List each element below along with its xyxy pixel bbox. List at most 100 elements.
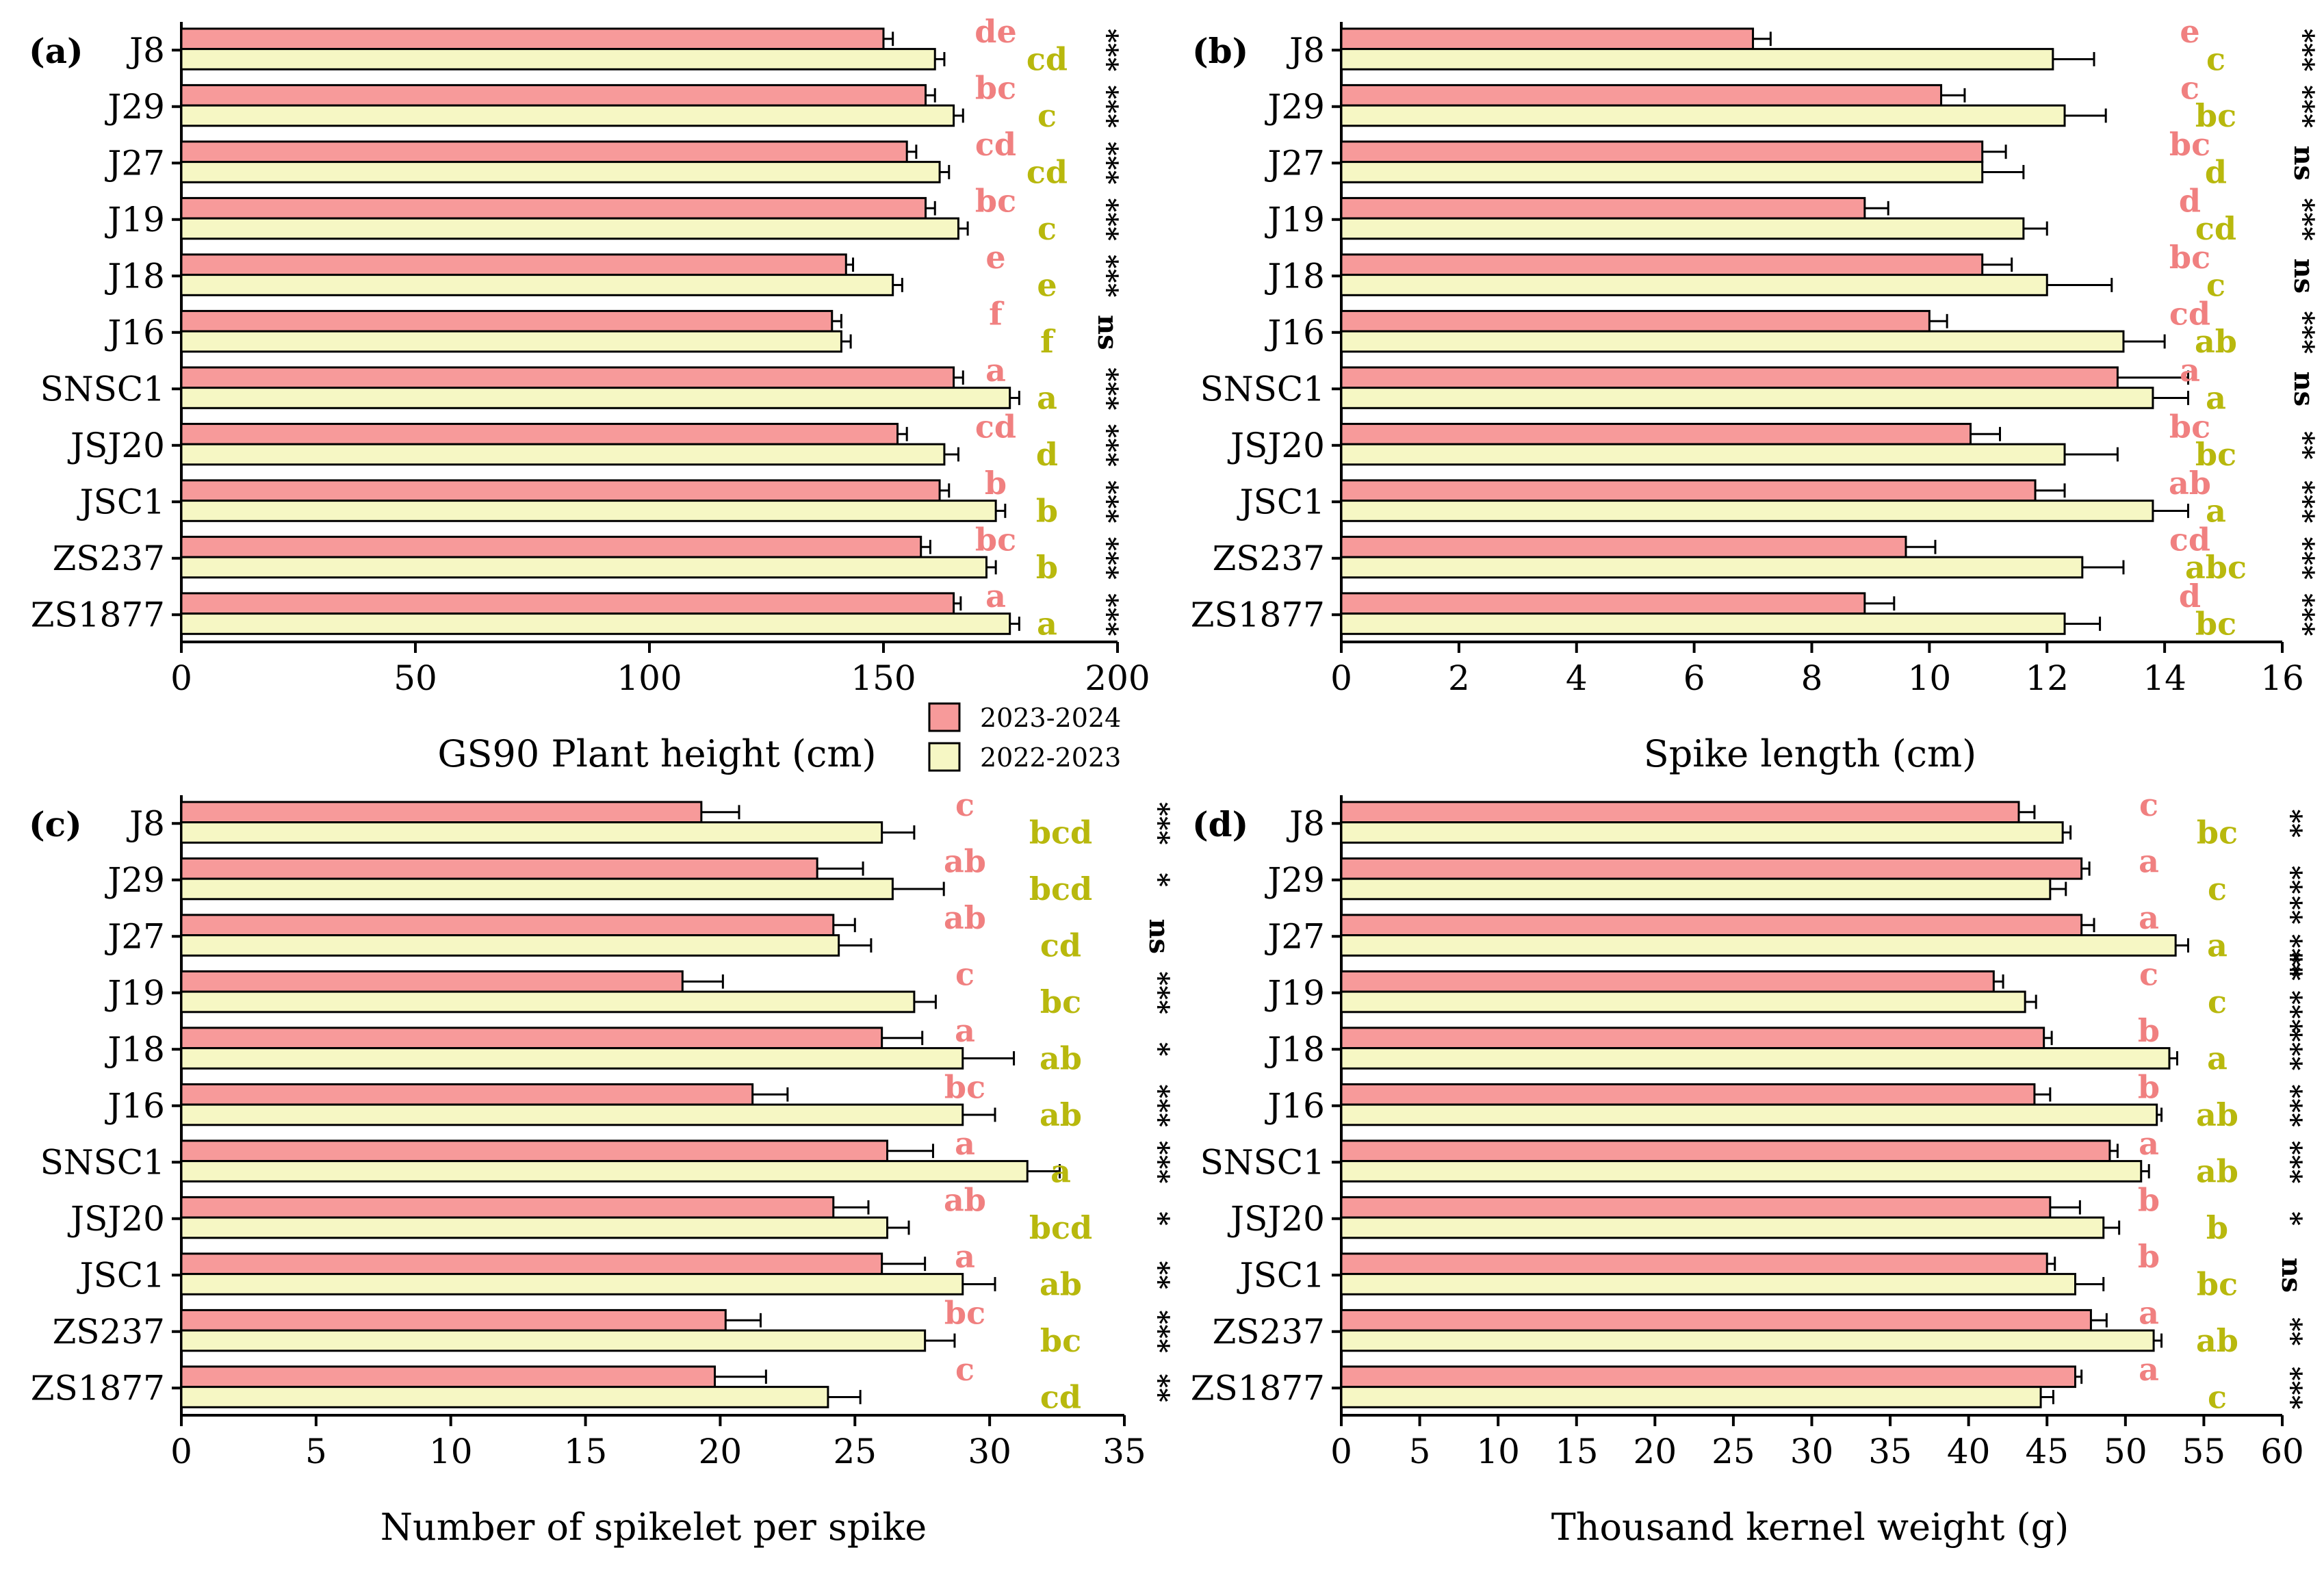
significance-mark: *: [1143, 873, 1175, 887]
bar-2022-2023: [180, 1216, 889, 1239]
category-label: J16: [1264, 313, 1325, 352]
bar-2023-2024: [180, 309, 834, 333]
bar-2023-2024: [180, 422, 899, 446]
group-letter-2023-2024: de: [974, 13, 1016, 50]
bar-2023-2024: [1340, 1252, 2048, 1276]
group-letter-2023-2024: d: [2179, 183, 2201, 220]
group-letter-2022-2023: ab: [1040, 1266, 1082, 1303]
group-letter-2022-2023: c: [1037, 210, 1057, 247]
group-letter-2023-2024: a: [2139, 1295, 2159, 1332]
group-letter-2022-2023: bcd: [1029, 1209, 1092, 1246]
group-letter-2022-2023: a: [1050, 1153, 1071, 1190]
group-letter-2022-2023: bc: [2197, 1266, 2238, 1303]
bar-2022-2023: [1340, 1047, 2171, 1070]
group-letter-2022-2023: f: [1040, 323, 1056, 360]
significance-mark: **: [1143, 1373, 1175, 1402]
x-tick-label: 15: [564, 1432, 608, 1471]
category-label: JSC1: [77, 482, 165, 521]
bar-2023-2024: [1340, 366, 2119, 389]
group-letter-2023-2024: a: [955, 1125, 975, 1162]
group-letter-2023-2024: bc: [2169, 126, 2210, 163]
bar-2022-2023: [1340, 48, 2054, 70]
group-letter-2023-2024: b: [2138, 1182, 2160, 1219]
bar-2022-2023: [1340, 1160, 2143, 1183]
significance-mark: **: [2275, 1317, 2308, 1346]
group-letter-2022-2023: d: [2205, 154, 2227, 191]
category-label: J29: [1264, 860, 1325, 900]
group-letter-2023-2024: c: [955, 1351, 974, 1388]
category-label: J16: [1264, 1086, 1325, 1126]
x-tick-label: 10: [1476, 1432, 1520, 1471]
bar-2023-2024: [180, 27, 885, 51]
group-letter-2023-2024: cd: [2169, 521, 2210, 558]
group-letter-2023-2024: ab: [944, 1182, 986, 1219]
x-axis-title-d: Thousand kernel weight (g): [1551, 1506, 2069, 1549]
category-label: J16: [104, 1086, 165, 1126]
category-label: J8: [1286, 30, 1325, 70]
group-letter-2022-2023: bc: [2195, 606, 2236, 643]
group-letter-2023-2024: a: [2139, 1125, 2159, 1162]
category-label: ZS237: [1213, 1312, 1325, 1352]
category-label: J29: [104, 860, 165, 900]
x-tick-label: 35: [1102, 1432, 1146, 1471]
x-axis-title-b: Spike length (cm): [1644, 732, 1976, 775]
x-tick-label: 20: [1634, 1432, 1677, 1471]
significance-mark: ns: [2288, 145, 2320, 181]
significance-mark: ***: [1092, 537, 1124, 580]
significance-mark: *: [1143, 1211, 1175, 1226]
x-tick-label: 20: [699, 1432, 743, 1471]
panel-letter-d: (d): [1192, 804, 1248, 844]
bar-2023-2024: [180, 253, 847, 276]
significance-mark: ***: [2288, 480, 2320, 524]
group-letter-2023-2024: a: [985, 352, 1006, 389]
bar-2023-2024: [180, 196, 927, 220]
significance-mark: **: [2275, 809, 2308, 838]
bar-2022-2023: [180, 556, 987, 579]
x-tick-label: 4: [1566, 658, 1588, 698]
group-letter-2022-2023: a: [1037, 606, 1057, 643]
group-letter-2022-2023: bc: [1040, 983, 1081, 1020]
bar-2022-2023: [180, 990, 916, 1014]
bar-2023-2024: [180, 1027, 883, 1050]
x-tick-label: 0: [1330, 658, 1352, 698]
bar-2022-2023: [180, 387, 1011, 409]
significance-mark: ** ***: [2275, 896, 2308, 977]
group-letter-2022-2023: c: [2206, 267, 2225, 304]
x-tick-label: 16: [2260, 658, 2304, 698]
bar-2022-2023: [180, 934, 840, 957]
bar-2023-2024: [1340, 27, 1755, 51]
group-letter-2022-2023: a: [2206, 493, 2226, 530]
x-axis-title-a: GS90 Plant height (cm): [437, 732, 876, 775]
category-label: J19: [1264, 973, 1325, 1013]
significance-mark: ***: [1092, 424, 1124, 467]
bar-2022-2023: [180, 217, 959, 240]
category-label: ZS1877: [1191, 1368, 1325, 1408]
category-label: J27: [1264, 143, 1325, 183]
category-label: JSJ20: [1227, 426, 1325, 465]
significance-mark: ***: [2288, 537, 2320, 580]
category-label: J16: [104, 313, 165, 352]
significance-mark: ***: [2288, 29, 2320, 72]
group-letter-2022-2023: a: [2207, 1040, 2228, 1077]
panel-letter-b: (b): [1192, 31, 1248, 71]
group-letter-2023-2024: cd: [2169, 296, 2210, 333]
significance-mark: ***: [2275, 1367, 2308, 1410]
bar-2023-2024: [1340, 1308, 2092, 1332]
x-tick-label: 40: [1947, 1432, 1991, 1471]
x-axis-title-c: Number of spikelet per spike: [380, 1506, 927, 1549]
significance-mark: ns: [2288, 258, 2320, 294]
category-label: J18: [1264, 256, 1325, 296]
x-tick-label: 200: [1085, 658, 1150, 698]
significance-mark: ns: [1092, 315, 1124, 350]
bar-2023-2024: [1340, 1365, 2076, 1389]
bar-2022-2023: [1340, 1329, 2155, 1352]
bar-2023-2024: [180, 366, 955, 389]
significance-mark: ***: [1092, 255, 1124, 298]
group-letter-2022-2023: b: [1036, 493, 1058, 530]
bar-2022-2023: [180, 443, 946, 466]
category-label: JSJ20: [1227, 1199, 1325, 1239]
x-tick-label: 45: [2025, 1432, 2069, 1471]
category-label: J27: [104, 916, 165, 956]
group-letter-2022-2023: ab: [1040, 1096, 1082, 1133]
bar-2022-2023: [180, 821, 883, 844]
